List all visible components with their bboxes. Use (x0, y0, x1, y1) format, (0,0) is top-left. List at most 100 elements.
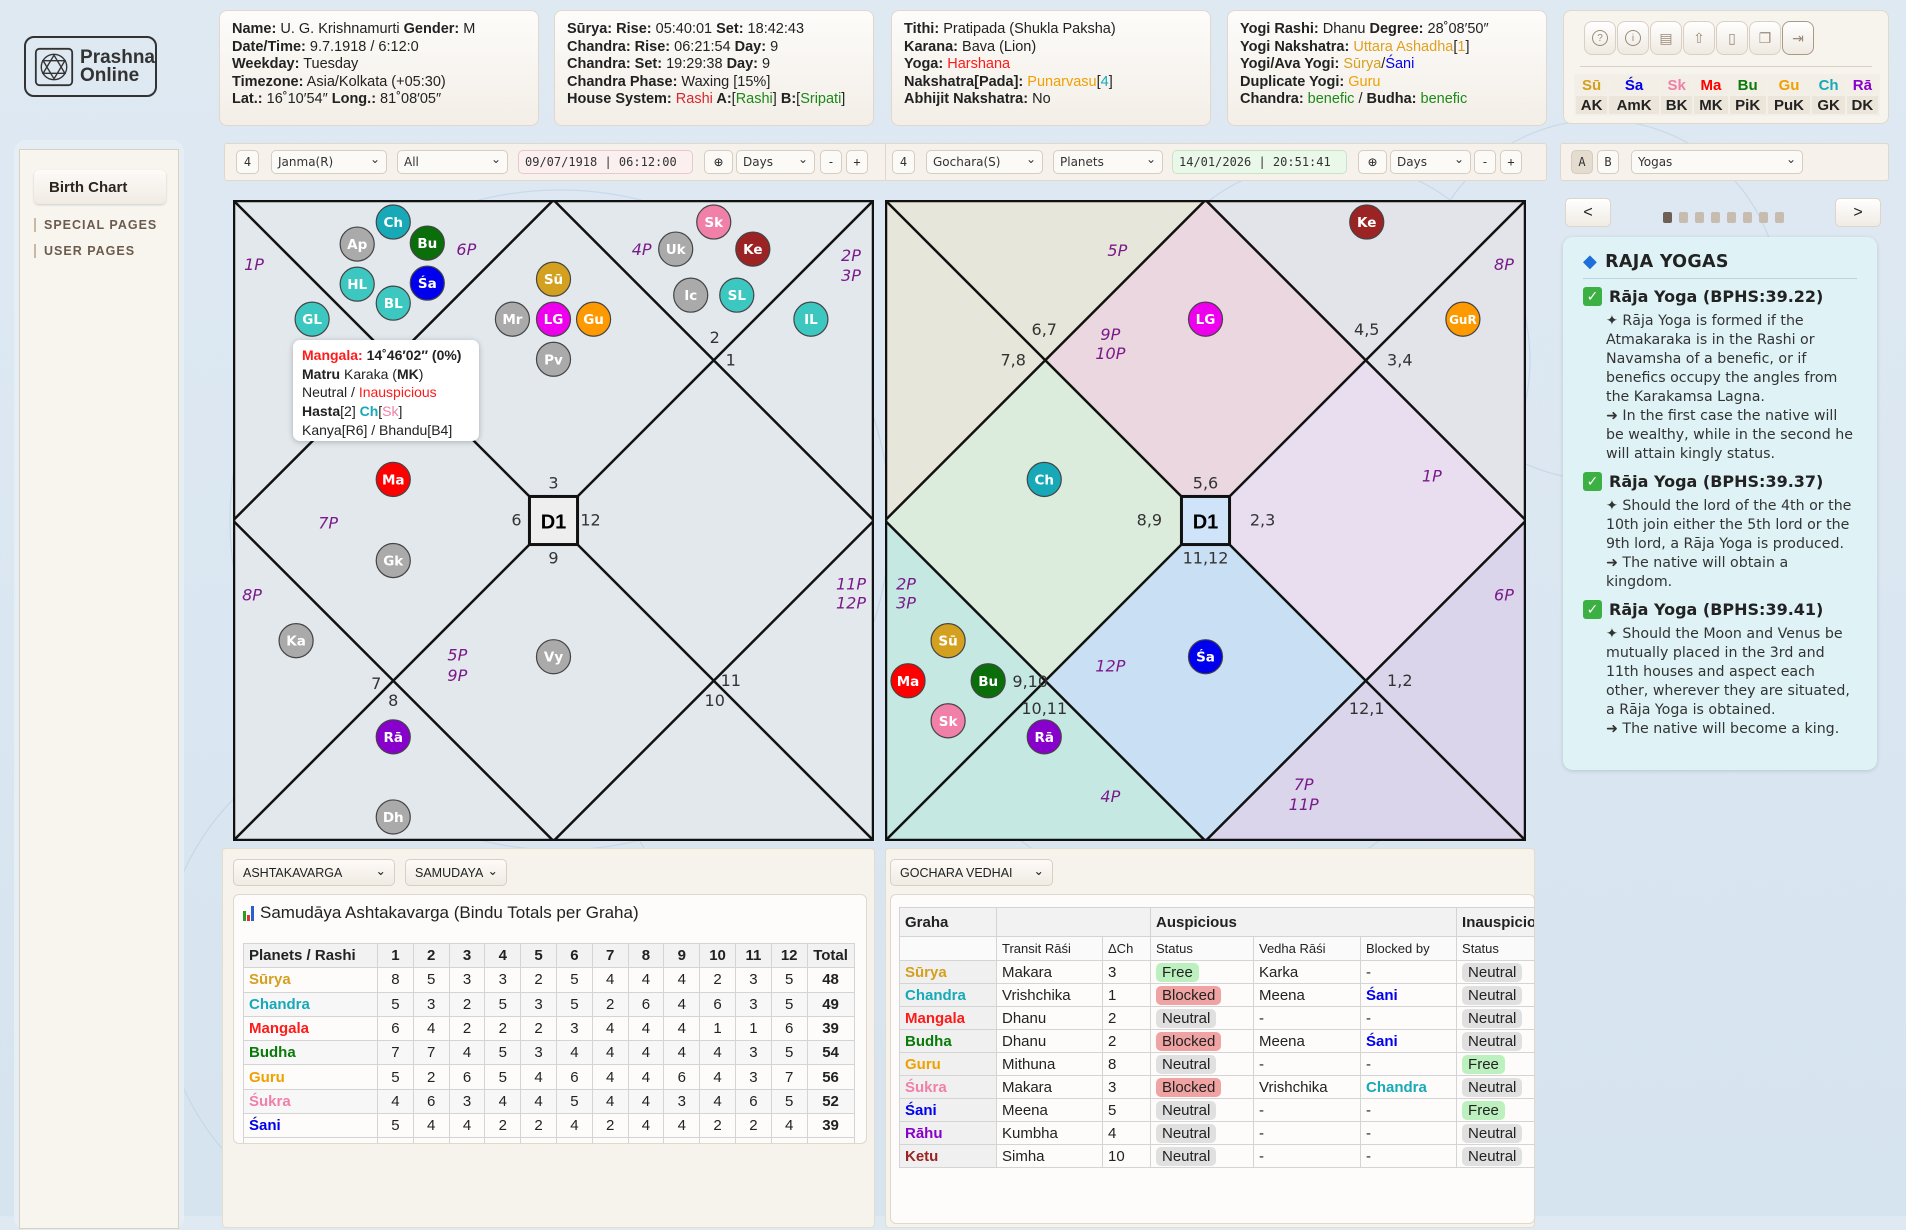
planet-marker-Bu[interactable]: Bu (409, 225, 445, 261)
page-dot[interactable] (1759, 212, 1768, 223)
page-dot[interactable] (1743, 212, 1752, 223)
planet-marker-Ma[interactable]: Ma (375, 461, 411, 498)
right-datetime-input[interactable]: 14/01/2026 | 20:51:41 (1172, 150, 1347, 174)
option-a-button[interactable]: A (1571, 150, 1593, 174)
next-button[interactable]: > (1835, 198, 1881, 227)
planet-marker-Ke[interactable]: Ke (735, 231, 771, 267)
planet-marker-Ap[interactable]: Ap (339, 226, 375, 262)
right-plus-button[interactable]: + (1500, 150, 1522, 174)
auspicious-status: Neutral (1150, 1098, 1254, 1122)
planet-marker-Pv[interactable]: Pv (535, 341, 572, 377)
planet-marker-Śa[interactable]: Śa (409, 265, 445, 301)
page-dot[interactable] (1663, 212, 1672, 223)
page-dot[interactable] (1727, 212, 1736, 223)
text-segment: ] (1465, 38, 1470, 55)
left-minus-button[interactable]: - (820, 150, 842, 174)
planet-marker-Ic[interactable]: Ic (673, 277, 709, 313)
left-globe-button[interactable]: ⊕ (704, 150, 733, 174)
planet-marker-Ma[interactable]: Ma (890, 663, 926, 699)
sidebar-link-user-pages[interactable]: USER PAGES (34, 244, 135, 258)
right-chart-type-select[interactable]: Gochara(S) (926, 150, 1043, 174)
right-filter-select[interactable]: Planets (1053, 150, 1163, 174)
sidebar-link-special-pages[interactable]: SPECIAL PAGES (34, 218, 157, 232)
page-dot[interactable] (1775, 212, 1784, 223)
help-button[interactable]: ? (1584, 21, 1616, 55)
left-chart-type-select[interactable]: Janma(R) (271, 150, 387, 174)
planet-marker-Ke[interactable]: Ke (1349, 204, 1385, 240)
gochara-vedhai-select[interactable]: GOCHARA VEDHAI (890, 859, 1053, 886)
left-filter-select[interactable]: All (397, 150, 508, 174)
planet-marker-LG[interactable]: LG (535, 301, 572, 337)
planet-marker-GuR[interactable]: GuR (1445, 301, 1481, 337)
planet-marker-BL[interactable]: BL (375, 285, 411, 321)
text-segment: Yogi Rashi: (1240, 21, 1319, 37)
left-step-select[interactable]: Days (736, 150, 815, 174)
right-count-button[interactable]: 4 (892, 150, 915, 174)
karaka-role: MK (1692, 94, 1730, 116)
planet-marker-Dh[interactable]: Dh (375, 799, 411, 835)
planet-marker-Sk[interactable]: Sk (930, 703, 966, 739)
text-segment: Degree: (1369, 21, 1424, 37)
upload-folder-button[interactable]: ⇧ (1683, 21, 1715, 55)
yoga-desc-text: ✦ Rāja Yoga is formed if the Atmakaraka … (1606, 313, 1838, 405)
page-dot[interactable] (1711, 212, 1720, 223)
planet-marker-HL[interactable]: HL (339, 266, 375, 302)
planet-marker-Ka[interactable]: Ka (278, 623, 314, 659)
sidebar-item-birth-chart[interactable]: Birth Chart (34, 170, 166, 204)
auspicious-status: Neutral (1150, 1006, 1254, 1030)
page-dot[interactable] (1679, 212, 1688, 223)
karaka-planet: Ma (1692, 74, 1730, 96)
planet-marker-Sū[interactable]: Sū (930, 623, 966, 659)
column-header: 7 (591, 942, 629, 969)
planet-marker-IL[interactable]: IL (793, 301, 829, 337)
planet-marker-SL[interactable]: SL (719, 277, 755, 313)
left-datetime-input[interactable]: 09/07/1918 | 06:12:00 (518, 150, 693, 174)
brand-logo[interactable]: Prashna Online (24, 36, 157, 97)
planet-abbr: GL (302, 312, 322, 328)
yoga-item-title: ✓ Rāja Yoga (BPHS:39.41) (1583, 600, 1857, 619)
planet-marker-Ch[interactable]: Ch (1026, 461, 1062, 498)
ashtakavarga-select[interactable]: ASHTAKAVARGA (233, 859, 395, 886)
page-dot[interactable] (1695, 212, 1704, 223)
planet-marker-Śa[interactable]: Śa (1187, 639, 1224, 675)
save-button[interactable]: ▯ (1716, 21, 1748, 55)
samudaya-select[interactable]: SAMUDAYA (405, 859, 507, 886)
option-b-button[interactable]: B (1597, 150, 1619, 174)
info-button[interactable]: i (1617, 21, 1649, 55)
planet-marker-GL[interactable]: GL (294, 301, 330, 337)
planet-marker-Vy[interactable]: Vy (535, 639, 572, 675)
logout-button[interactable]: ⇥ (1782, 21, 1814, 55)
karaka-role: AmK (1607, 94, 1662, 116)
planet-marker-Uk[interactable]: Uk (658, 231, 694, 267)
planet-marker-Gu[interactable]: Gu (575, 301, 612, 337)
planet-marker-Rā[interactable]: Rā (1026, 719, 1062, 755)
info-line: Sūrya: Rise: 05:40:01 Set: 18:42:43 (567, 21, 861, 39)
planet-marker-Mr[interactable]: Mr (494, 301, 531, 337)
right-minus-button[interactable]: - (1474, 150, 1496, 174)
planet-marker-Bu[interactable]: Bu (970, 663, 1006, 699)
bindu-value: 4 (520, 1064, 557, 1090)
bindu-value: 4 (520, 1088, 557, 1115)
text-segment: 18:42:43 (743, 21, 805, 37)
bindu-value: 4 (591, 967, 629, 993)
bindu-value: 5 (484, 1040, 522, 1066)
planet-marker-Sū[interactable]: Sū (535, 261, 572, 297)
prev-button[interactable]: < (1565, 198, 1611, 227)
tooltip-line: Kanya[R6] / Bhandu[B4] (302, 421, 470, 440)
left-plus-button[interactable]: + (846, 150, 868, 174)
bindu-value: 2 (520, 1113, 557, 1139)
right-step-select[interactable]: Days (1390, 150, 1471, 174)
right-globe-button[interactable]: ⊕ (1358, 150, 1387, 174)
notes-button[interactable]: ▤ (1650, 21, 1682, 55)
planet-marker-Rā[interactable]: Rā (375, 719, 411, 755)
info-line: Tithi: Pratipada (Shukla Paksha) (904, 21, 1198, 39)
planet-marker-Ch[interactable]: Ch (375, 204, 411, 240)
planet-marker-Sk[interactable]: Sk (696, 204, 732, 240)
view-select[interactable]: Yogas (1631, 150, 1803, 174)
status-badge: Neutral (1462, 1031, 1523, 1051)
planet-marker-LG[interactable]: LG (1187, 301, 1224, 337)
left-count-button[interactable]: 4 (236, 150, 259, 174)
planet-marker-Gk[interactable]: Gk (375, 542, 411, 579)
text-segment: Timezone: (232, 73, 304, 90)
copy-button[interactable]: ❐ (1749, 21, 1781, 55)
